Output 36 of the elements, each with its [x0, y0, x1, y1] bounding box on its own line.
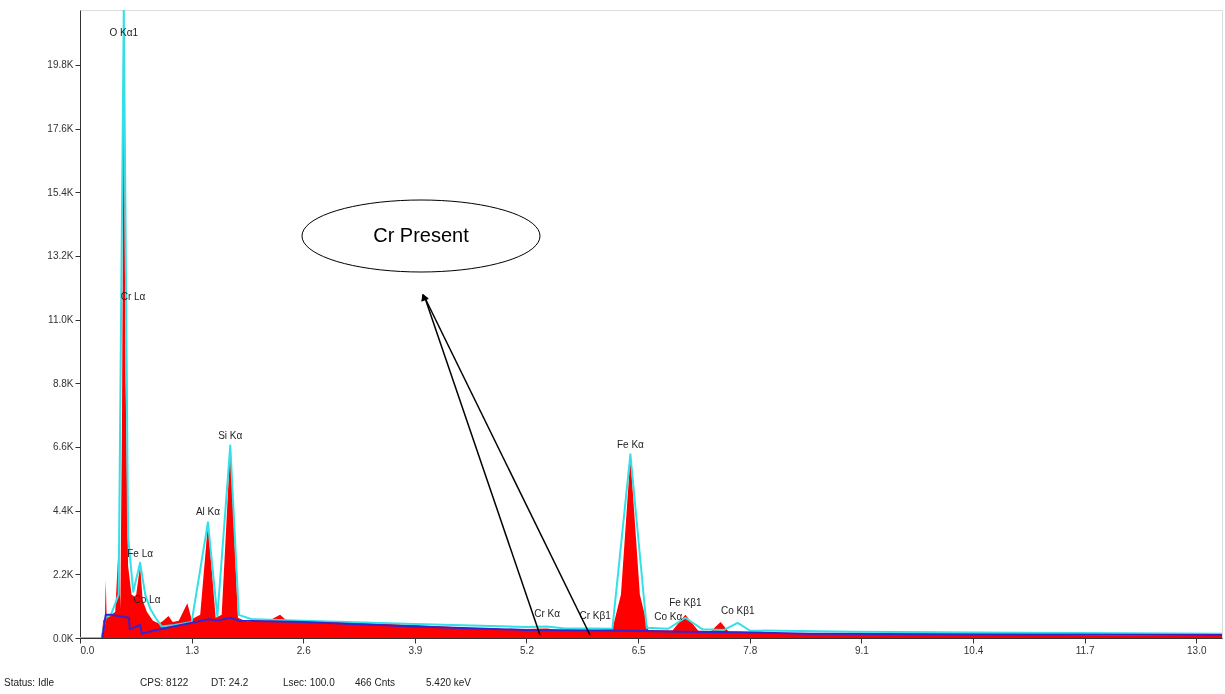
annotation: Fe Kα: [616, 438, 645, 450]
y-tick-label: 17.6K: [47, 123, 74, 135]
y-tick-label: 4.4K: [52, 505, 74, 517]
y-tick-label: 15.4K: [47, 186, 74, 198]
annotation: Co Kβ1: [720, 604, 755, 616]
annotation: Cr Present: [373, 224, 470, 246]
annotation: Al Kα: [195, 505, 221, 517]
y-tick-label: 6.6K: [52, 441, 74, 453]
annotation: Cr Kα: [534, 608, 561, 620]
x-tick-label: 5.2: [520, 644, 535, 656]
x-tick-label: 2.6: [296, 644, 312, 656]
y-tick-label: 8.8K: [52, 377, 74, 389]
x-tick-label: 3.9: [408, 644, 423, 656]
annotation: Cr Lα: [120, 291, 146, 302]
x-tick-label: 7.8: [743, 644, 758, 656]
x-tick-label: 9.1: [854, 644, 870, 656]
text: Lsec: 100.0: [283, 677, 336, 688]
x-tick-label: 1.3: [185, 644, 200, 656]
x-tick-label: 6.5: [631, 644, 647, 656]
text: 5.420 keV: [426, 677, 472, 688]
x-tick-label: 0.0: [80, 644, 95, 656]
y-tick-label: 13.2K: [47, 250, 74, 262]
text: Status: Idle: [4, 677, 55, 688]
y-tick-label: 0.0K: [52, 632, 74, 644]
x-tick-label: 11.7: [1075, 644, 1095, 656]
text: CPS: 8122: [140, 677, 189, 688]
x-tick-label: 13.0: [1187, 644, 1207, 656]
text: 466 Cnts: [355, 677, 396, 688]
y-tick-label: 2.2K: [52, 568, 74, 580]
x-tick-label: 10.4: [963, 644, 984, 656]
annotation: Si Kα: [218, 429, 243, 441]
annotation: Fe Kβ1: [669, 596, 702, 608]
annotation: Co Kα: [654, 610, 683, 622]
y-tick-label: 19.8K: [47, 59, 74, 71]
text: DT: 24.2: [211, 677, 249, 688]
y-tick-label: 11.0K: [48, 314, 74, 326]
